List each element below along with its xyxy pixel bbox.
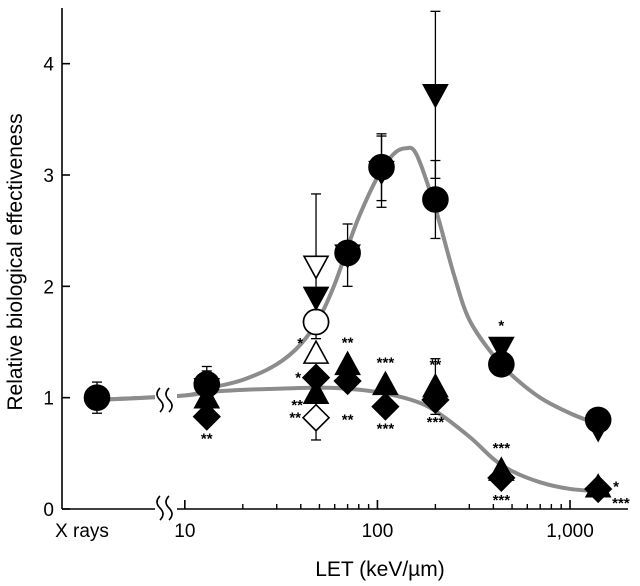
significance-marker: * <box>613 479 619 496</box>
significance-marker: *** <box>427 414 445 431</box>
x-ticks: 10 100 1,000 <box>174 500 594 542</box>
significance-marker: ** <box>201 431 213 448</box>
axis-break-y <box>155 387 177 413</box>
data-point-filled-triangle-up <box>302 379 330 405</box>
y-ticks: 0 1 2 3 4 <box>43 55 70 521</box>
data-point-filled-triangle-down <box>422 84 449 109</box>
data-point-filled-diamond <box>487 463 516 492</box>
significance-marker: *** <box>377 421 395 438</box>
x-axis-title: LET (keV/µm) <box>315 558 445 581</box>
data-point-filled-triangle-down <box>584 418 612 443</box>
significance-marker: ** <box>342 412 354 429</box>
markers <box>83 84 613 504</box>
y-tick-label: 3 <box>43 166 54 187</box>
y-tick-label: 1 <box>43 389 54 410</box>
x-tick-label: 1,000 <box>546 521 594 542</box>
significance-marker: ** <box>289 410 301 427</box>
significance-marker: * <box>498 318 504 335</box>
data-point-open-triangle-up <box>302 339 330 364</box>
axis-break-x <box>155 495 177 522</box>
data-point-filled-diamond <box>333 366 362 396</box>
y-tick-label: 4 <box>43 55 54 76</box>
significance-annotations: ********************************** <box>201 318 630 512</box>
data-point-filled-triangle-down <box>302 286 330 312</box>
significance-marker: ** <box>430 357 442 374</box>
data-point-filled-diamond <box>421 385 450 415</box>
data-point-filled-triangle-down <box>334 244 361 269</box>
significance-marker: *** <box>377 354 395 371</box>
data-point-filled-diamond <box>584 474 613 504</box>
significance-marker: ** <box>342 334 354 351</box>
y-axis-title: Relative biological effectiveness <box>4 113 27 410</box>
data-point-filled-triangle-down <box>488 336 515 362</box>
data-point-filled-diamond <box>192 402 221 431</box>
data-point-filled-circle <box>422 186 449 213</box>
data-point-filled-triangle-down <box>368 160 395 186</box>
x-tick-label: 100 <box>362 521 394 542</box>
y-tick-label: 2 <box>43 277 54 298</box>
data-point-filled-diamond <box>301 363 331 392</box>
x-tick-label: 10 <box>174 521 195 542</box>
significance-marker: * <box>295 370 301 387</box>
significance-marker: *** <box>493 440 511 457</box>
axes <box>61 8 628 522</box>
significance-marker: *** <box>493 492 511 509</box>
significance-marker: *** <box>612 495 630 512</box>
data-point-filled-circle <box>83 384 111 411</box>
data-point-filled-diamond <box>371 392 400 421</box>
data-point-open-diamond <box>301 403 331 432</box>
data-point-open-circle <box>302 308 330 336</box>
y-tick-label: 0 <box>43 500 54 521</box>
significance-marker: ** <box>291 397 303 414</box>
data-point-open-triangle-down <box>302 255 330 280</box>
fit-curves <box>96 145 599 494</box>
x-tick-label-xrays: X rays <box>55 521 109 542</box>
significance-marker: * <box>297 335 303 352</box>
data-point-filled-triangle-up <box>372 370 399 396</box>
